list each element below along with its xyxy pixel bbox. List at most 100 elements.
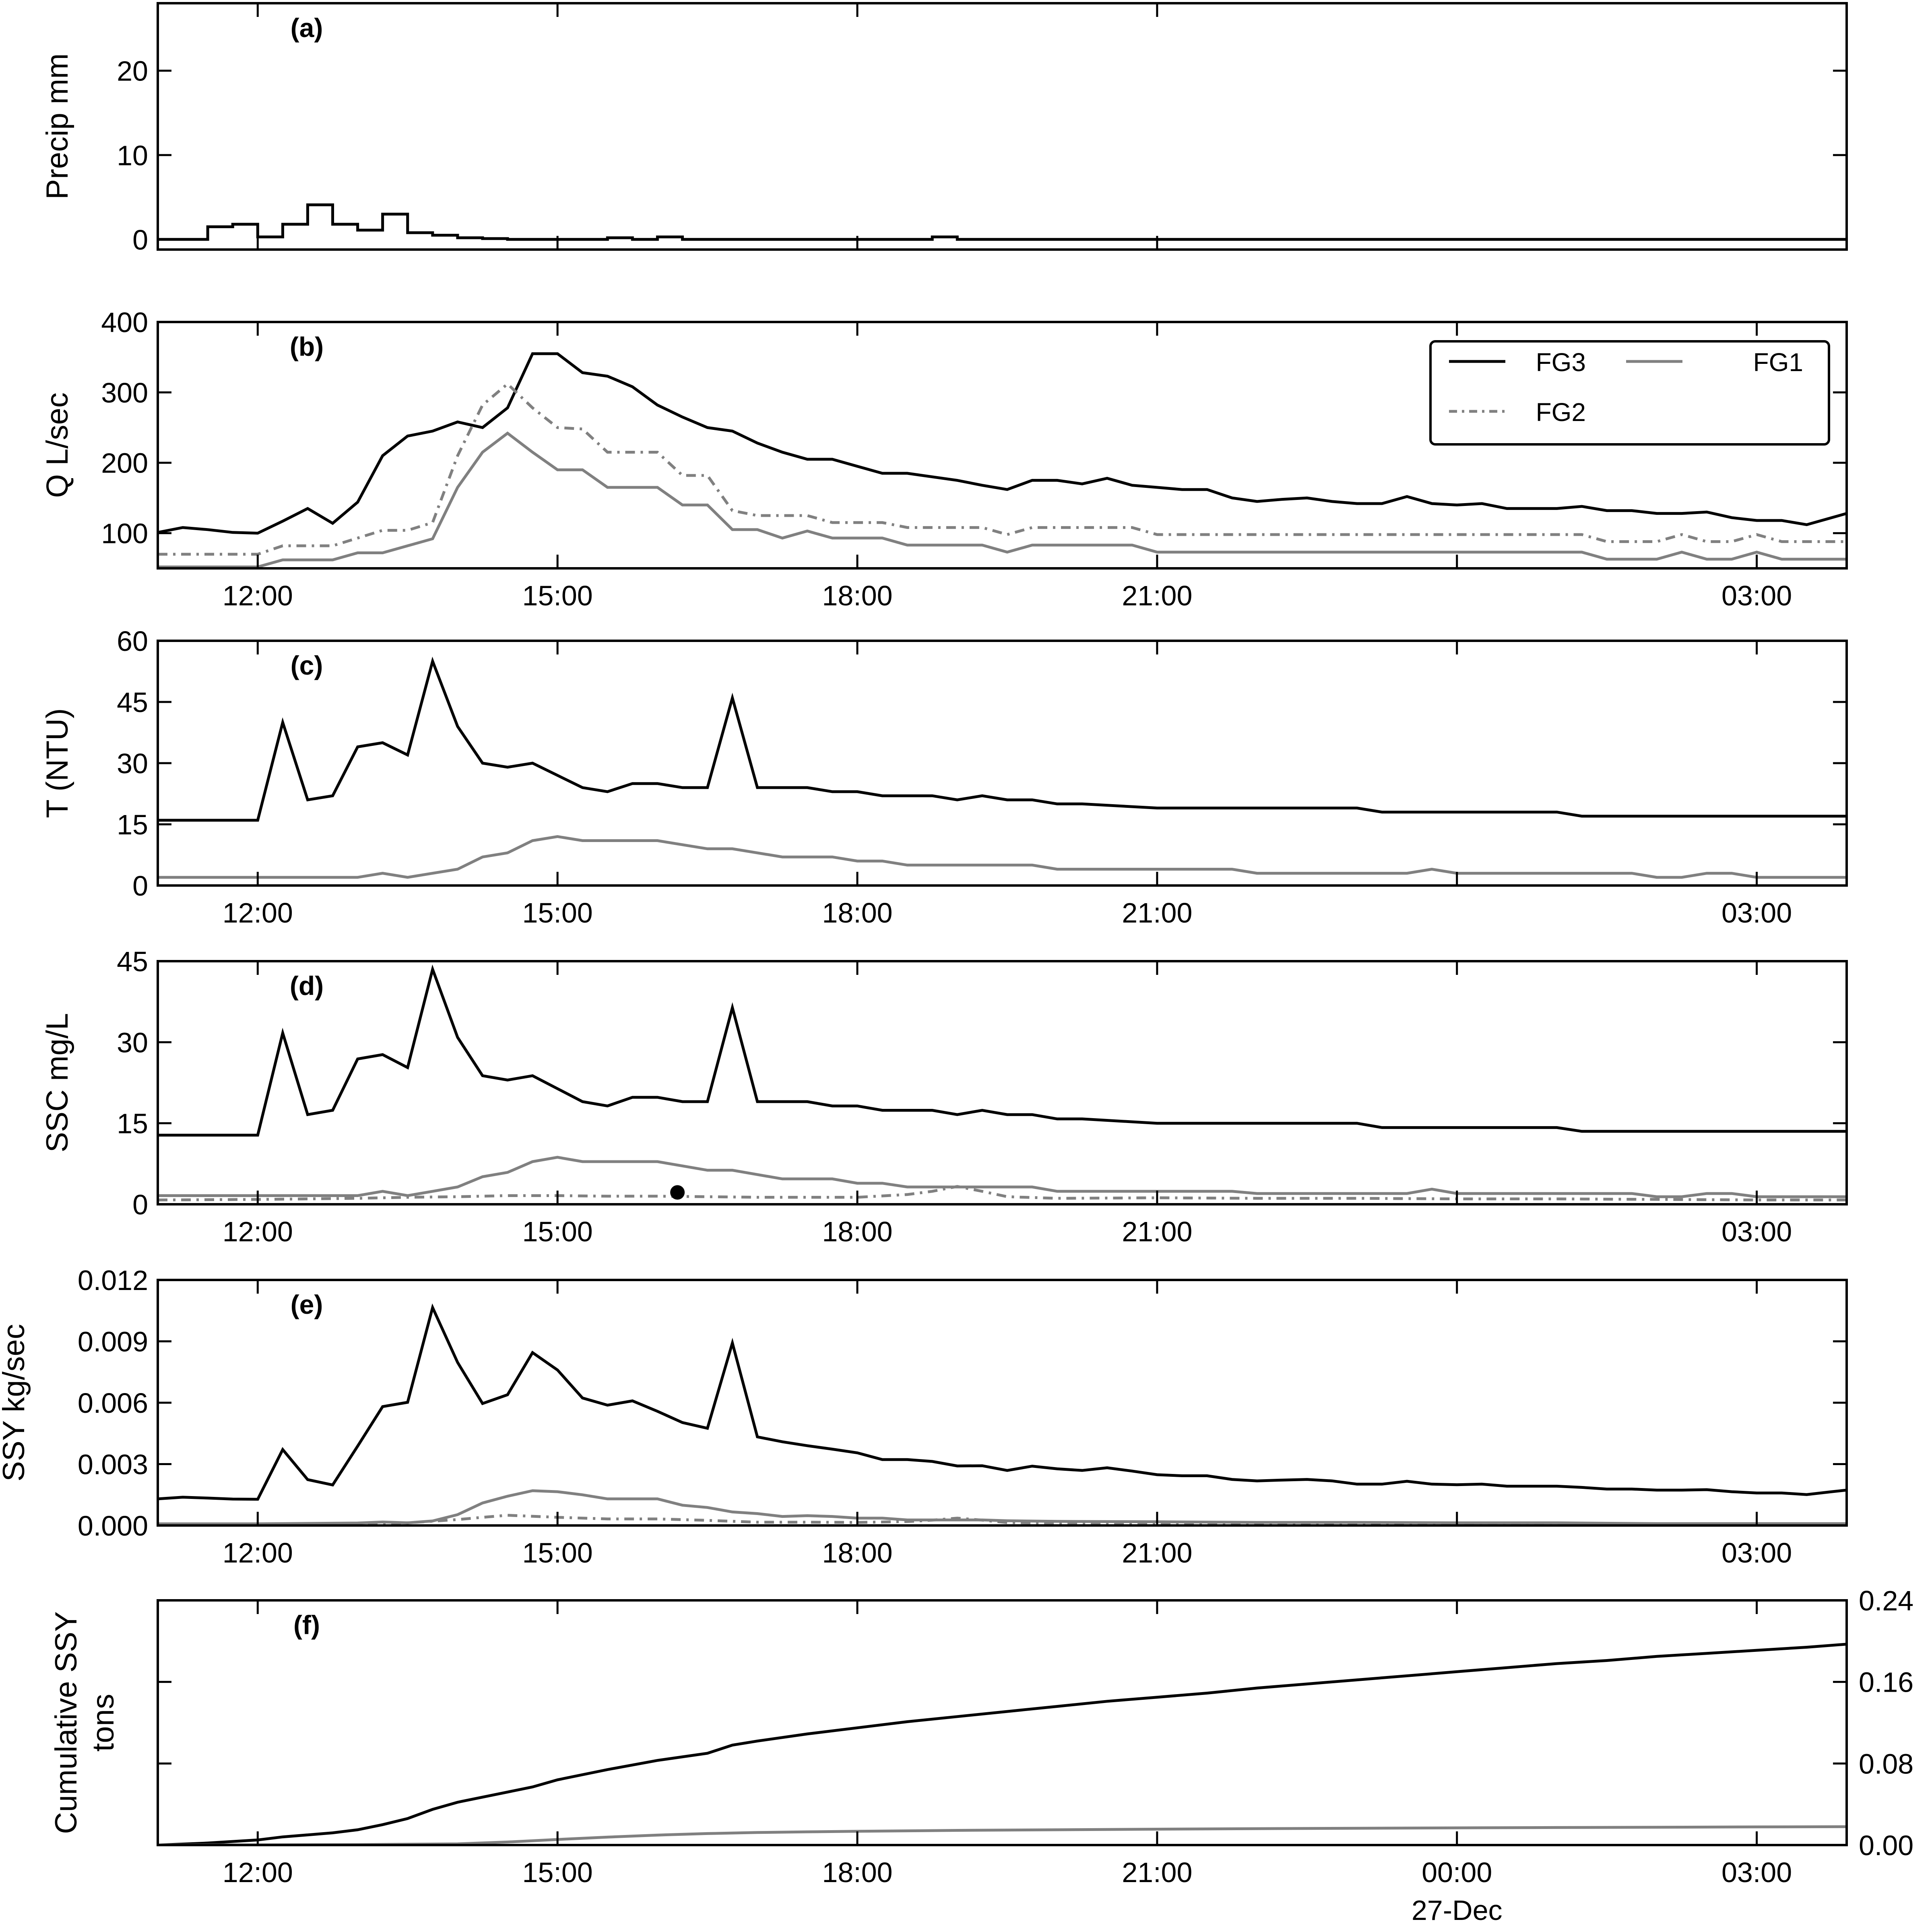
x-tick-label: 18:00: [822, 580, 892, 611]
y-tick-label: 60: [117, 625, 148, 657]
x-tick-label: 15:00: [522, 1857, 593, 1888]
y-axis-label: Q L/sec: [40, 392, 74, 498]
series-line-fg1: [158, 835, 1847, 879]
y-tick-label: 400: [101, 307, 148, 338]
x-tick-label: 21:00: [1122, 897, 1192, 929]
series-group: [158, 1643, 1847, 1845]
y-tick-label: 0.003: [78, 1449, 148, 1480]
series-line-fg3: [158, 352, 1847, 535]
panel-label: (e): [291, 1290, 323, 1319]
y-axis-label: T (NTU): [40, 708, 74, 818]
y-axis-label-line: Cumulative SSY: [49, 1611, 83, 1834]
y-axis-label: Cumulative SSYtons: [49, 1611, 120, 1834]
x-tick-label: 18:00: [822, 897, 892, 929]
series-line-fg1: [158, 431, 1847, 568]
series-line-fg3: [158, 1303, 1847, 1501]
y-tick-label: 0.24: [1859, 1585, 1913, 1616]
y-tick-label: 0.00: [1859, 1830, 1913, 1861]
legend-label-fg2: FG2: [1536, 398, 1586, 427]
date-label: 27-Dec: [1412, 1895, 1503, 1926]
x-tick-label: 18:00: [822, 1216, 892, 1247]
y-tick-label: 0.009: [78, 1326, 148, 1358]
y-tick-label: 100: [101, 518, 148, 549]
legend-label-fg3: FG3: [1536, 348, 1586, 377]
series-line-precip: [158, 203, 1847, 241]
series-line-fg1: [158, 1825, 1847, 1845]
y-tick-label: 15: [117, 1108, 148, 1139]
legend-label-fg1: FG1: [1753, 348, 1803, 377]
y-axis-label: SSC mg/L: [40, 1013, 74, 1152]
x-tick-label: 15:00: [522, 580, 593, 611]
legend-box: [1429, 340, 1830, 446]
y-tick-label: 45: [117, 687, 148, 718]
panel-e: 0.000 0.003 0.006 0.009 0.012 12:00 15:00 18:00…: [0, 1265, 1848, 1569]
series-group: [158, 352, 1847, 568]
x-tick-label: 12:00: [223, 1216, 293, 1247]
plot-frame: [157, 321, 1848, 570]
y-axis-label-line: tons: [86, 1694, 120, 1752]
x-tick-label: 18:00: [822, 1857, 892, 1888]
series-line-fg3: [158, 1643, 1847, 1845]
y-tick-label: 0: [132, 1189, 148, 1220]
x-tick-label: 12:00: [223, 1537, 293, 1569]
x-tick-label: 15:00: [522, 1537, 593, 1569]
y-tick-label: 0: [132, 224, 148, 256]
panel-c: 0 15 30 45 60 12:00 15:00 18:00 21:00 03:00 (c) T (…: [40, 625, 1848, 929]
x-tick-label: 12:00: [223, 580, 293, 611]
x-tick-label: 03:00: [1721, 580, 1792, 611]
plot-frame: [157, 640, 1848, 887]
panel-b: 100 200 300 400 12:00 15:00 18:00 21:00 03:00 (b)…: [40, 307, 1848, 611]
y-tick-label: 0.006: [78, 1387, 148, 1419]
series-line-fg1: [158, 1156, 1847, 1198]
series-group: [158, 656, 1847, 879]
series-line-fg2: [158, 382, 1847, 556]
y-tick-label: 0.08: [1859, 1748, 1913, 1779]
series-line-fg1: [158, 1489, 1847, 1525]
y-tick-label: 0: [132, 870, 148, 902]
panel-label: (f): [293, 1610, 320, 1640]
y-tick-label: 30: [117, 748, 148, 779]
plot-frame: [157, 1599, 1848, 1846]
y-tick-label: 10: [117, 140, 148, 171]
data-point: [670, 1185, 685, 1200]
plot-frame: [157, 960, 1848, 1205]
plot-frame: [157, 2, 1848, 251]
y-tick-label: 20: [117, 56, 148, 87]
y-tick-label: 0.012: [78, 1265, 148, 1296]
panel-label: (c): [291, 650, 323, 680]
x-tick-label: 03:00: [1721, 1857, 1792, 1888]
panel-f: 0.00 0.08 0.16 0.24 12:00 15:00 18:00 21:00 00:0…: [49, 1585, 1913, 1926]
series-group: [158, 1303, 1847, 1525]
series-group: [158, 964, 1847, 1201]
x-tick-label: 21:00: [1122, 580, 1192, 611]
x-tick-label: 03:00: [1721, 1537, 1792, 1569]
x-tick-label: 15:00: [522, 897, 593, 929]
y-tick-label: 0.16: [1859, 1667, 1913, 1698]
y-tick-label: 300: [101, 377, 148, 409]
y-tick-label: 200: [101, 448, 148, 479]
x-tick-label: 21:00: [1122, 1857, 1192, 1888]
y-tick-label: 45: [117, 946, 148, 977]
y-axis-label: SSY kg/sec: [0, 1324, 31, 1481]
legend: FG3 FG1 FG2: [1429, 340, 1830, 446]
x-tick-label: 21:00: [1122, 1216, 1192, 1247]
x-tick-label: 03:00: [1721, 897, 1792, 929]
x-tick-label: 12:00: [223, 1857, 293, 1888]
panel-label: (a): [291, 13, 323, 43]
panel-label: (d): [290, 971, 324, 1001]
panel-d: 0 15 30 45 12:00 15:00 18:00 21:00 03:00 (d) SSC m…: [40, 946, 1848, 1247]
panel-label: (b): [290, 332, 324, 361]
series-line-fg2: [158, 1185, 1847, 1201]
y-tick-label: 15: [117, 809, 148, 840]
y-tick-label: 0.000: [78, 1510, 148, 1542]
x-tick-label: 00:00: [1422, 1857, 1492, 1888]
y-tick-label: 30: [117, 1027, 148, 1058]
x-tick-label: 18:00: [822, 1537, 892, 1569]
x-tick-label: 12:00: [223, 897, 293, 929]
panel-a: 0 10 20 (a) Precip mm: [40, 2, 1848, 256]
y-axis-label: Precip mm: [40, 53, 74, 199]
series-group: [158, 203, 1847, 241]
x-tick-label: 03:00: [1721, 1216, 1792, 1247]
series-line-fg2: [158, 1514, 1847, 1525]
